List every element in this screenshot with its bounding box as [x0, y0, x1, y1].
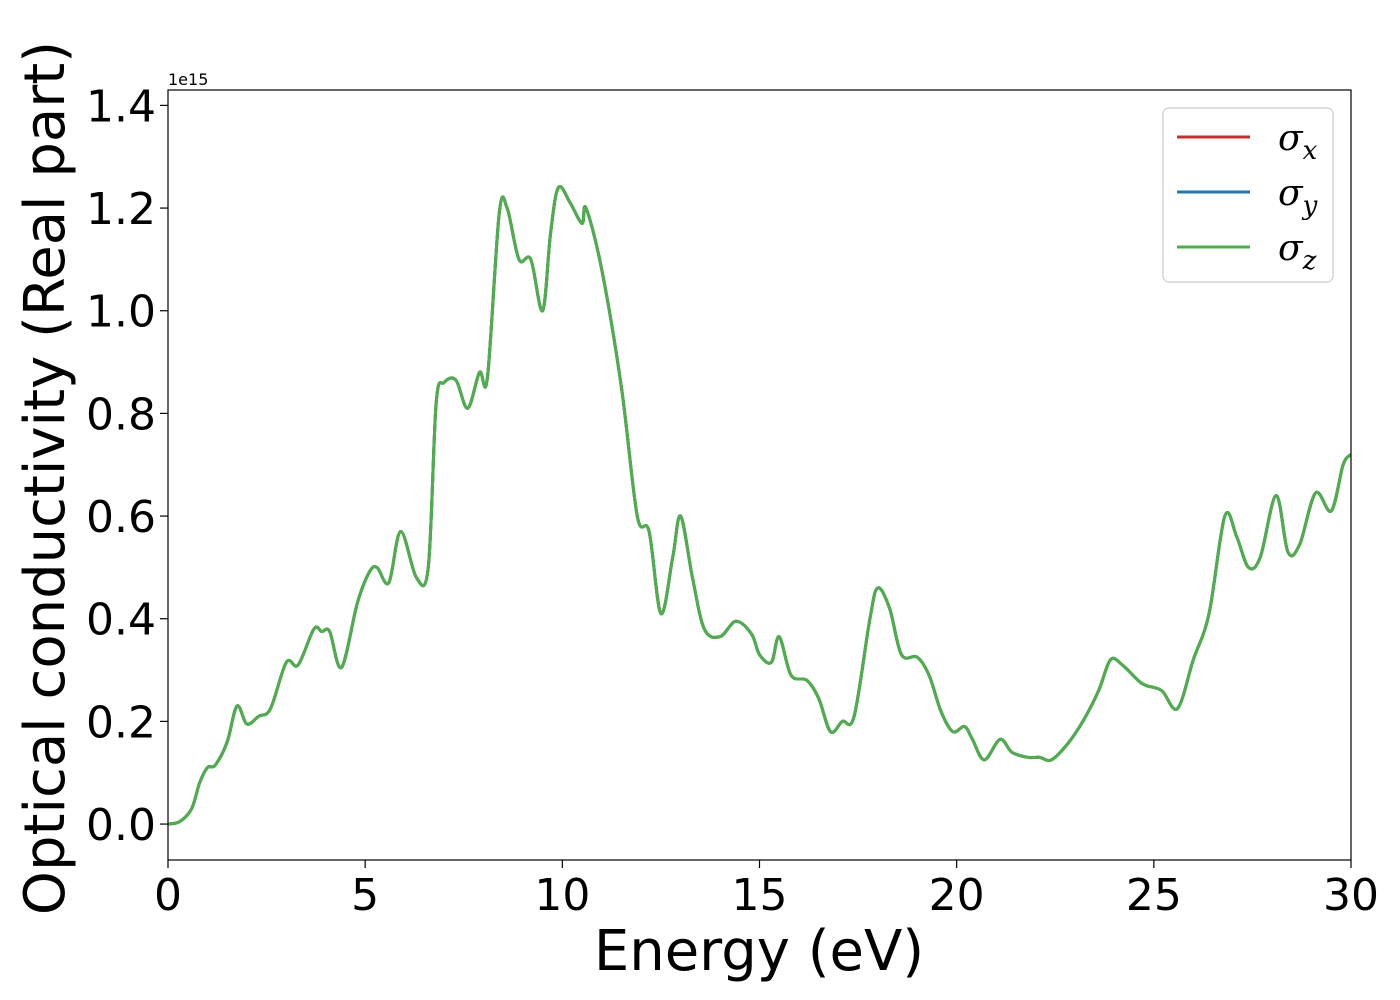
- legend-label-y: σy: [1278, 173, 1318, 221]
- legend-frame: [1162, 107, 1334, 283]
- legend: σx σy σz: [1162, 107, 1334, 283]
- y-offset-label: 1e15: [168, 70, 208, 89]
- plot-area: [168, 90, 1351, 860]
- series-line-z: [168, 184, 1351, 826]
- y-tick-label: 1.2: [86, 184, 156, 235]
- y-tick-label: 0.2: [86, 697, 156, 748]
- y-tick-label: 0.8: [86, 389, 156, 440]
- y-tick-label: 1.4: [86, 81, 156, 132]
- series-layer: [168, 184, 1351, 826]
- x-axis-label: Energy (eV): [594, 919, 924, 984]
- y-axis-label: Optical conductivity (Real part): [13, 41, 78, 915]
- x-axis: 0 5 10 15 20 25 30: [154, 860, 1379, 921]
- x-tick-label: 30: [1323, 870, 1379, 921]
- x-tick-label: 10: [534, 870, 590, 921]
- y-tick-label: 0.0: [86, 800, 156, 851]
- y-tick-label: 0.6: [86, 492, 156, 543]
- x-tick-label: 15: [732, 870, 788, 921]
- x-tick-label: 25: [1126, 870, 1182, 921]
- legend-label-z: σz: [1278, 228, 1317, 276]
- x-tick-label: 5: [351, 870, 379, 921]
- x-tick-label: 20: [929, 870, 985, 921]
- x-tick-label: 0: [154, 870, 182, 921]
- y-axis: 0.0 0.2 0.4 0.6 0.8 1.0 1.2 1.4: [86, 81, 168, 851]
- y-tick-label: 1.0: [86, 287, 156, 338]
- legend-label-x: σx: [1278, 118, 1318, 166]
- y-tick-label: 0.4: [86, 595, 156, 646]
